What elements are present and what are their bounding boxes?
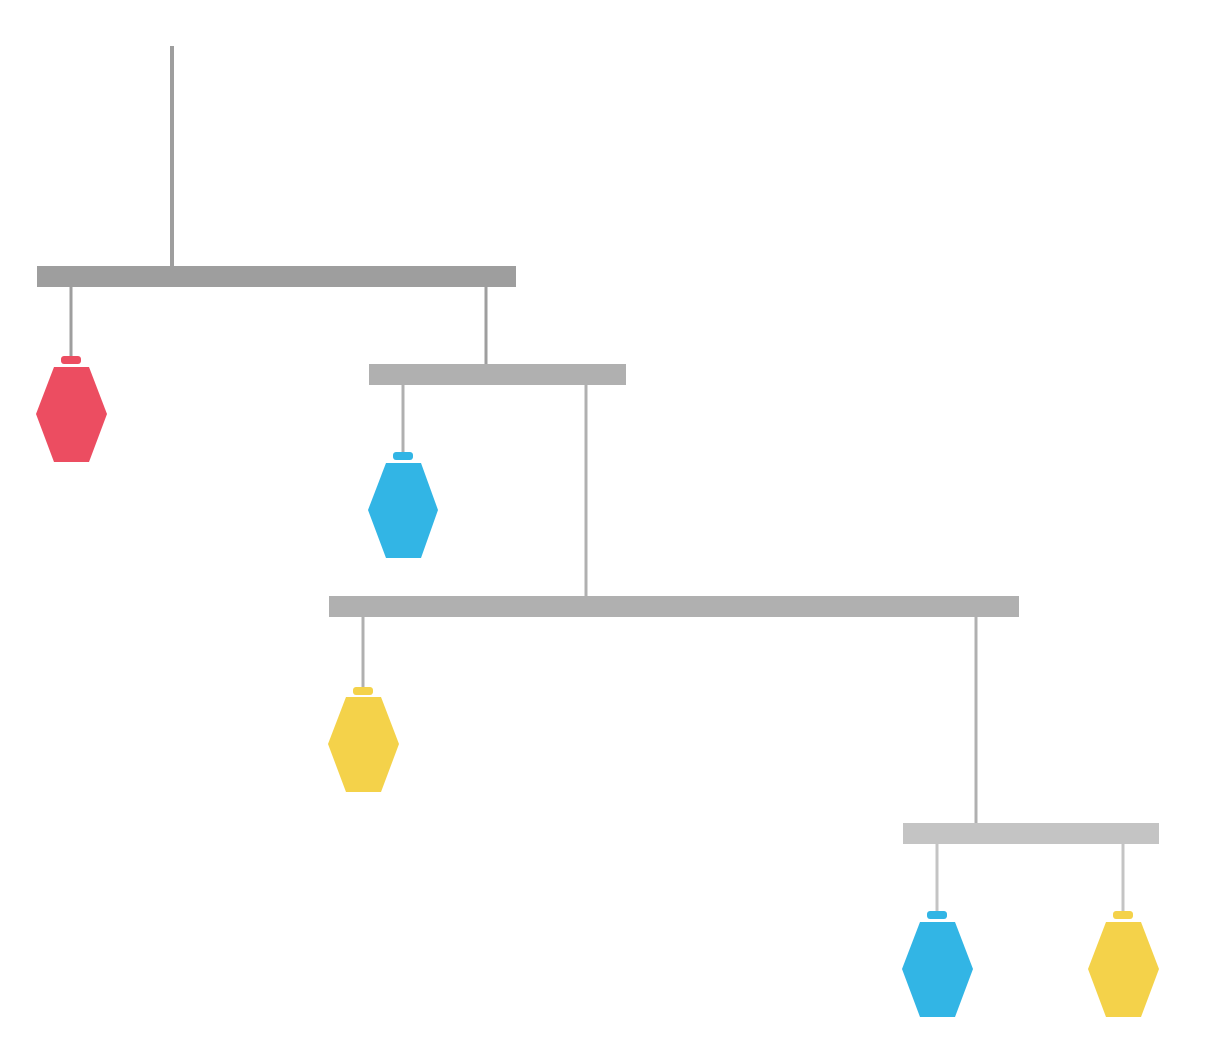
ornament-cap <box>353 687 373 695</box>
ornament-cap <box>1113 911 1133 919</box>
ornament-yellow-hexagon <box>328 687 399 792</box>
ornament-blue-hexagon-bottom <box>902 911 973 1017</box>
crossbar-level-3 <box>329 596 1019 617</box>
ornament-hexagon-body <box>902 922 973 1017</box>
ornament-cap <box>61 356 81 364</box>
crossbar-level-1 <box>37 266 516 287</box>
ornament-hexagon-body <box>1088 922 1159 1017</box>
ornament-red-hexagon <box>36 356 107 462</box>
ornament-blue-hexagon <box>368 452 438 558</box>
ornament-hexagon-body <box>328 697 399 792</box>
ornament-cap <box>393 452 413 460</box>
ornament-cap <box>927 911 947 919</box>
crossbar-level-2 <box>369 364 626 385</box>
crossbar-level-4 <box>903 823 1159 844</box>
ornament-yellow-hexagon-bottom <box>1088 911 1159 1017</box>
ornament-hexagon-body <box>36 367 107 462</box>
ornament-hexagon-body <box>368 463 438 558</box>
